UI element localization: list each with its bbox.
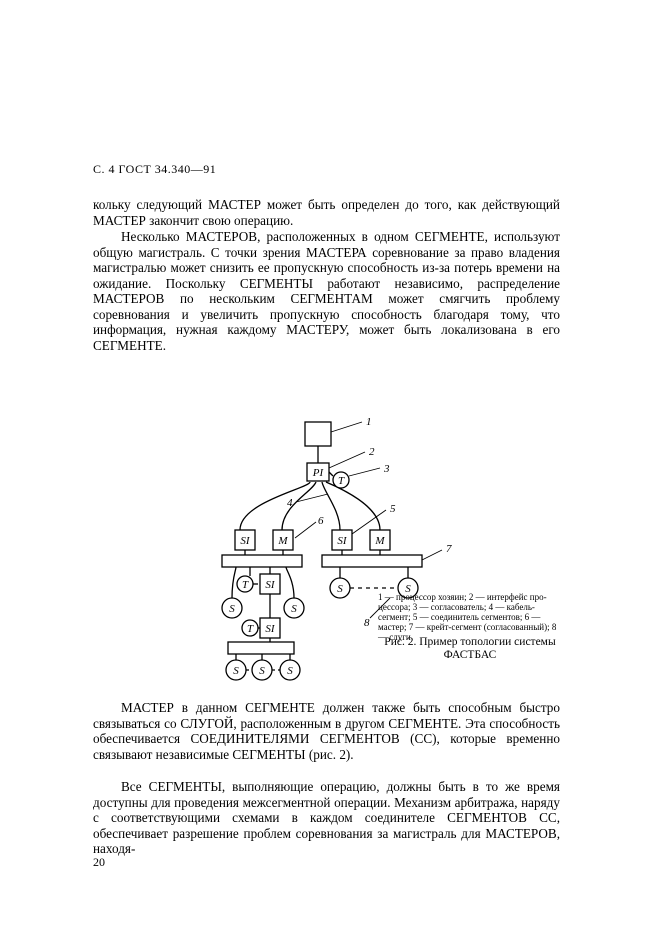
- running-head: С. 4 ГОСТ 34.340—91: [93, 162, 216, 177]
- svg-text:5: 5: [390, 503, 396, 515]
- page-number: 20: [93, 855, 105, 870]
- svg-text:SI: SI: [265, 623, 276, 635]
- svg-text:1: 1: [366, 416, 372, 428]
- paragraph-2: Несколько МАСТЕРОВ, расположенных в одно…: [93, 229, 560, 353]
- page: С. 4 ГОСТ 34.340—91 кольку следующий МАС…: [0, 0, 661, 935]
- svg-text:2: 2: [369, 446, 375, 458]
- svg-text:6: 6: [318, 515, 324, 527]
- paragraph-3: МАСТЕР в данном СЕГМЕНТЕ должен также бы…: [93, 700, 560, 762]
- figure-caption: Рис. 2. Пример топологии системы ФАСТБАС: [380, 636, 560, 662]
- svg-text:SI: SI: [240, 535, 251, 547]
- svg-text:S: S: [229, 603, 235, 615]
- figure-legend: 1 — процессор хозяин; 2 — интерфейс про­…: [378, 592, 558, 642]
- svg-text:PI: PI: [312, 467, 325, 479]
- svg-text:M: M: [374, 535, 385, 547]
- svg-text:S: S: [233, 665, 239, 677]
- svg-text:4: 4: [287, 497, 293, 509]
- svg-text:T: T: [242, 579, 249, 591]
- paragraph-1: кольку следующий МАСТЕР может быть опред…: [93, 197, 560, 228]
- svg-text:S: S: [287, 665, 293, 677]
- svg-text:S: S: [259, 665, 265, 677]
- svg-text:S: S: [291, 603, 297, 615]
- svg-text:M: M: [277, 535, 288, 547]
- svg-text:T: T: [338, 475, 345, 487]
- paragraph-4: Все СЕГМЕНТЫ, выполняющие операцию, долж…: [93, 779, 560, 857]
- svg-text:T: T: [247, 623, 254, 635]
- svg-text:8: 8: [364, 617, 370, 629]
- svg-text:SI: SI: [265, 579, 276, 591]
- svg-text:S: S: [337, 583, 343, 595]
- svg-text:7: 7: [446, 543, 452, 555]
- svg-text:SI: SI: [337, 535, 348, 547]
- svg-text:3: 3: [383, 463, 390, 475]
